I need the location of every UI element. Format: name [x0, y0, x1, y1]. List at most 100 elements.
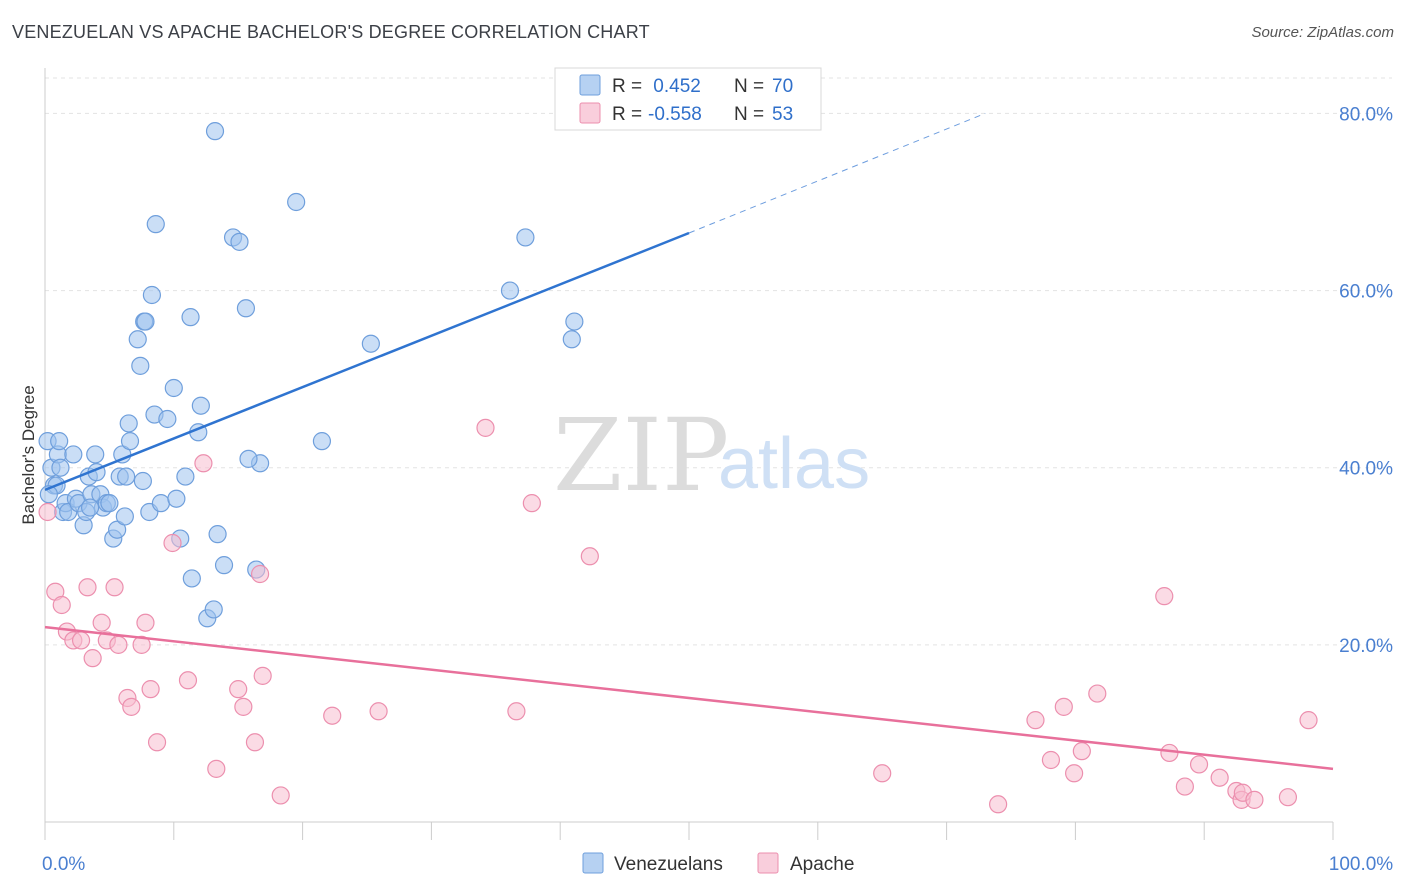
legend-swatch-apache	[579, 102, 601, 124]
apache-point	[105, 578, 124, 597]
legend-n-label-venezuelans: N =	[734, 76, 764, 97]
y-tick-label: 20.0%	[1339, 636, 1393, 657]
chart-source: Source: ZipAtlas.com	[1251, 24, 1394, 41]
apache-point	[323, 706, 342, 725]
apache-point	[194, 454, 213, 473]
venezuelan-point	[64, 445, 83, 464]
venezuelan-point	[128, 330, 147, 349]
apache-point	[52, 595, 71, 615]
venezuelan-point	[117, 467, 136, 486]
venezuelan-point	[167, 489, 186, 508]
apache-point	[1278, 788, 1298, 807]
apache-point	[109, 635, 128, 654]
apache-point	[38, 502, 57, 522]
legend-r-value-apache: -0.558	[648, 104, 702, 125]
venezuelan-point	[565, 312, 584, 331]
apache-point	[507, 702, 526, 721]
venezuelan-point	[136, 312, 155, 331]
venezuelan-point	[239, 449, 258, 468]
correlation-legend: R = 0.452 N = 70 R = -0.558 N = 53	[554, 67, 822, 131]
apache-point	[147, 733, 167, 752]
venezuelan-point	[164, 378, 183, 398]
venezuelan-point	[86, 445, 105, 464]
legend-r-label-apache: R =	[612, 104, 642, 125]
apache-point	[522, 494, 541, 513]
x-tick-label: 100.0%	[1329, 854, 1394, 875]
series-legend-swatch-venezuelans	[582, 852, 604, 874]
venezuelan-point	[142, 285, 162, 305]
y-tick-label: 40.0%	[1339, 459, 1393, 480]
apache-point	[369, 702, 388, 721]
venezuelan-point	[208, 525, 227, 544]
apache-point	[580, 547, 599, 566]
apache-point	[253, 666, 272, 685]
apache-point	[476, 418, 495, 437]
legend-n-value-apache: 53	[772, 104, 793, 125]
apache-point	[1245, 790, 1264, 809]
x-tick-label: 0.0%	[42, 854, 85, 875]
chart-title: VENEZUELAN VS APACHE BACHELOR'S DEGREE C…	[12, 22, 650, 42]
venezuelan-point	[182, 569, 201, 588]
venezuelan-point	[230, 232, 249, 251]
series-legend-apache: Apache	[790, 854, 854, 875]
apache-point	[1210, 768, 1229, 787]
apache-point	[132, 635, 151, 654]
legend-r-label-venezuelans: R =	[612, 76, 642, 97]
legend-n-value-venezuelans: 70	[772, 76, 793, 97]
venezuelan-point	[191, 396, 210, 415]
series-legend-swatch-apache	[757, 852, 779, 874]
y-axis-label: Bachelor's Degree	[19, 385, 38, 524]
venezuelan-point	[100, 494, 119, 513]
venezuelan-point	[361, 334, 380, 353]
legend-n-label-apache: N =	[734, 104, 764, 125]
y-tick-label: 60.0%	[1339, 282, 1393, 303]
apache-point	[271, 786, 290, 805]
apache-point	[83, 649, 102, 668]
apache-point	[245, 733, 265, 752]
apache-point	[1189, 755, 1209, 774]
venezuelan-point	[205, 122, 225, 141]
venezuelan-point	[236, 299, 256, 318]
venezuelan-point	[151, 494, 171, 513]
data-points	[38, 122, 1318, 814]
apache-point	[1160, 743, 1179, 763]
apache-trend-line	[44, 625, 1334, 771]
venezuelan-point	[51, 458, 70, 477]
venezuelan-point	[181, 308, 200, 327]
apache-point	[234, 697, 253, 716]
venezuelan-point	[214, 556, 234, 575]
venezuelan-point	[50, 432, 69, 451]
apache-point	[1299, 711, 1318, 730]
venezuelan-trend-line	[44, 231, 690, 492]
trend-lines	[44, 112, 1334, 771]
apache-point	[207, 759, 226, 778]
y-tick-label: 80.0%	[1339, 104, 1393, 125]
venezuelan-point	[80, 498, 100, 517]
grid	[45, 77, 1392, 646]
venezuelan-point	[500, 281, 520, 300]
legend-swatch-venezuelans	[579, 74, 601, 96]
venezuelan-point	[120, 432, 140, 451]
apache-point	[989, 795, 1008, 814]
venezuelan-point	[287, 192, 306, 212]
apache-point	[1155, 587, 1174, 606]
apache-point	[250, 564, 270, 584]
apache-point	[1088, 684, 1107, 703]
venezuelan-point	[312, 432, 332, 451]
venezuelan-point	[516, 228, 535, 247]
apache-point	[1026, 711, 1045, 730]
apache-point	[1065, 764, 1084, 783]
venezuelan-point	[158, 409, 177, 429]
venezuelan-point	[204, 600, 223, 619]
apache-point	[136, 613, 155, 632]
series-legend: Venezuelans Apache	[582, 852, 854, 875]
apache-point	[1175, 777, 1194, 796]
legend-r-value-venezuelans: 0.452	[648, 76, 701, 97]
watermark-zip: ZIP	[553, 397, 729, 514]
venezuelan-point	[39, 485, 58, 504]
apache-point	[71, 631, 91, 650]
apache-point	[1041, 750, 1061, 770]
apache-point	[873, 764, 892, 783]
apache-point	[78, 578, 97, 597]
apache-point	[229, 680, 248, 699]
